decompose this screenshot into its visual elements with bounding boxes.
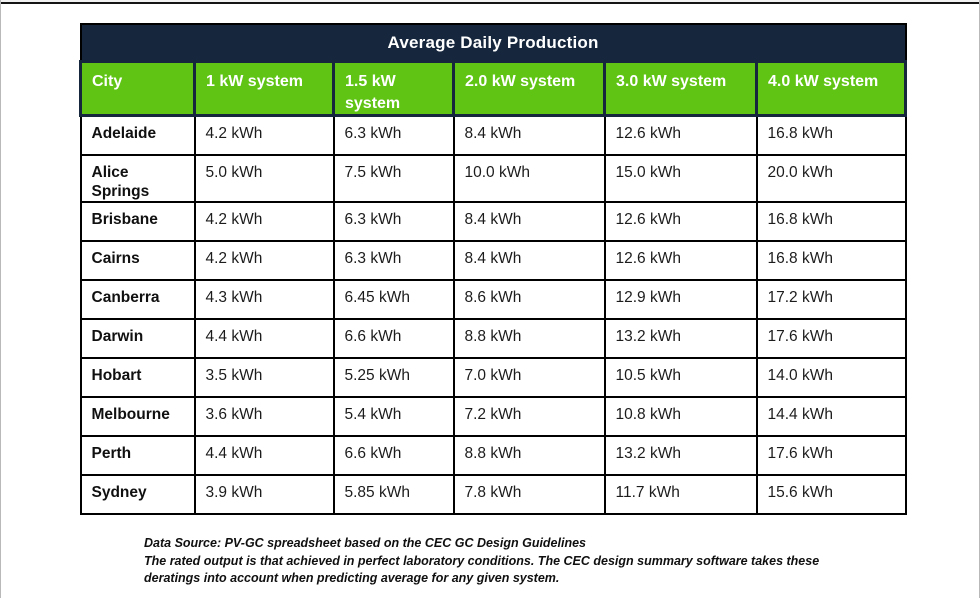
city-cell: Hobart	[79, 357, 196, 399]
value-cell: 16.8 kWh	[755, 201, 907, 243]
value-cell: 6.3 kWh	[332, 114, 455, 156]
table-row: Perth 4.4 kWh 6.6 kWh 8.8 kWh 13.2 kWh 17.6 k…	[79, 435, 907, 477]
value-cell: 10.8 kWh	[603, 396, 758, 438]
table-row: Melbourne 3.6 kWh 5.4 kWh 7.2 kWh 10.8 kWh 14…	[79, 396, 907, 438]
col-header-city: City	[79, 59, 196, 118]
city-cell: Brisbane	[79, 201, 196, 243]
value-cell: 5.0 kWh	[193, 153, 335, 204]
value-cell: 12.9 kWh	[603, 279, 758, 321]
value-cell: 14.0 kWh	[755, 357, 907, 399]
value-cell: 7.2 kWh	[452, 396, 606, 438]
value-cell: 7.8 kWh	[452, 474, 606, 516]
city-cell: Darwin	[79, 318, 196, 360]
value-cell: 3.5 kWh	[193, 357, 335, 399]
city-cell: Canberra	[79, 279, 196, 321]
value-cell: 5.4 kWh	[332, 396, 455, 438]
value-cell: 8.4 kWh	[452, 240, 606, 282]
value-cell: 3.9 kWh	[193, 474, 335, 516]
value-cell: 8.8 kWh	[452, 318, 606, 360]
value-cell: 6.6 kWh	[332, 435, 455, 477]
city-cell: Adelaide	[79, 114, 196, 156]
value-cell: 16.8 kWh	[755, 240, 907, 282]
value-cell: 4.2 kWh	[193, 201, 335, 243]
value-cell: 12.6 kWh	[603, 114, 758, 156]
column-header-row: City 1 kW system 1.5 kW system 2.0 kW syste…	[79, 59, 908, 118]
value-cell: 17.6 kWh	[755, 318, 907, 360]
value-cell: 8.6 kWh	[452, 279, 606, 321]
value-cell: 12.6 kWh	[603, 201, 758, 243]
value-cell: 11.7 kWh	[603, 474, 758, 516]
value-cell: 6.3 kWh	[332, 201, 455, 243]
value-cell: 14.4 kWh	[755, 396, 907, 438]
top-divider-rule	[1, 2, 979, 4]
col-header-5: 4.0 kW system	[754, 59, 908, 118]
value-cell: 7.0 kWh	[452, 357, 606, 399]
value-cell: 16.8 kWh	[755, 114, 907, 156]
value-cell: 4.2 kWh	[193, 114, 335, 156]
city-cell: Cairns	[79, 240, 196, 282]
value-cell: 10.5 kWh	[603, 357, 758, 399]
table-title-row: Average Daily Production	[79, 23, 907, 63]
table-row: Canberra 4.3 kWh 6.45 kWh 8.6 kWh 12.9 kWh 17…	[79, 279, 907, 321]
value-cell: 3.6 kWh	[193, 396, 335, 438]
value-cell: 12.6 kWh	[603, 240, 758, 282]
table-row: Cairns 4.2 kWh 6.3 kWh 8.4 kWh 12.6 kWh 16.8 …	[79, 240, 907, 282]
value-cell: 17.2 kWh	[755, 279, 907, 321]
value-cell: 6.6 kWh	[332, 318, 455, 360]
value-cell: 10.0 kWh	[452, 153, 606, 204]
table-title: Average Daily Production	[79, 23, 907, 63]
value-cell: 5.25 kWh	[332, 357, 455, 399]
value-cell: 4.4 kWh	[193, 318, 335, 360]
value-cell: 7.5 kWh	[332, 153, 455, 204]
value-cell: 8.4 kWh	[452, 201, 606, 243]
col-header-2: 1.5 kW system	[332, 59, 455, 118]
value-cell: 4.4 kWh	[193, 435, 335, 477]
table-row: Adelaide 4.2 kWh 6.3 kWh 8.4 kWh 12.6 kWh 16.…	[79, 114, 907, 156]
value-cell: 13.2 kWh	[603, 318, 758, 360]
city-cell: Perth	[79, 435, 196, 477]
city-cell: Sydney	[79, 474, 196, 516]
value-cell: 8.4 kWh	[452, 114, 606, 156]
value-cell: 17.6 kWh	[755, 435, 907, 477]
table-row: Sydney 3.9 kWh 5.85 kWh 7.8 kWh 11.7 kWh 15.6…	[79, 474, 907, 516]
value-cell: 8.8 kWh	[452, 435, 606, 477]
production-table: Average Daily Production City 1 kW system…	[79, 23, 908, 516]
value-cell: 13.2 kWh	[603, 435, 758, 477]
table-body: Adelaide 4.2 kWh 6.3 kWh 8.4 kWh 12.6 kWh 16.…	[79, 114, 907, 516]
footer-note: Data Source: PV-GC spreadsheet based on …	[144, 535, 844, 588]
data-source-line: Data Source: PV-GC spreadsheet based on …	[144, 536, 586, 551]
col-header-1: 1 kW system	[193, 59, 335, 118]
value-cell: 4.3 kWh	[193, 279, 335, 321]
value-cell: 15.6 kWh	[755, 474, 907, 516]
value-cell: 4.2 kWh	[193, 240, 335, 282]
col-header-4: 3.0 kW system	[603, 59, 758, 118]
col-header-3: 2.0 kW system	[452, 59, 606, 118]
table-row: Alice Springs 5.0 kWh 7.5 kWh 10.0 kWh 15.0 …	[79, 153, 907, 204]
rated-output-line: The rated output is that achieved in per…	[144, 553, 820, 586]
city-cell: Alice Springs	[79, 153, 196, 204]
value-cell: 15.0 kWh	[603, 153, 758, 204]
value-cell: 6.3 kWh	[332, 240, 455, 282]
city-cell: Melbourne	[79, 396, 196, 438]
table-row: Hobart 3.5 kWh 5.25 kWh 7.0 kWh 10.5 kWh 14.0…	[79, 357, 907, 399]
table-row: Darwin 4.4 kWh 6.6 kWh 8.8 kWh 13.2 kWh 17.6 …	[79, 318, 907, 360]
table-row: Brisbane 4.2 kWh 6.3 kWh 8.4 kWh 12.6 kWh 16.…	[79, 201, 907, 243]
top-edge-strip	[1, 0, 979, 2]
value-cell: 6.45 kWh	[332, 279, 455, 321]
value-cell: 5.85 kWh	[332, 474, 455, 516]
value-cell: 20.0 kWh	[755, 153, 907, 204]
